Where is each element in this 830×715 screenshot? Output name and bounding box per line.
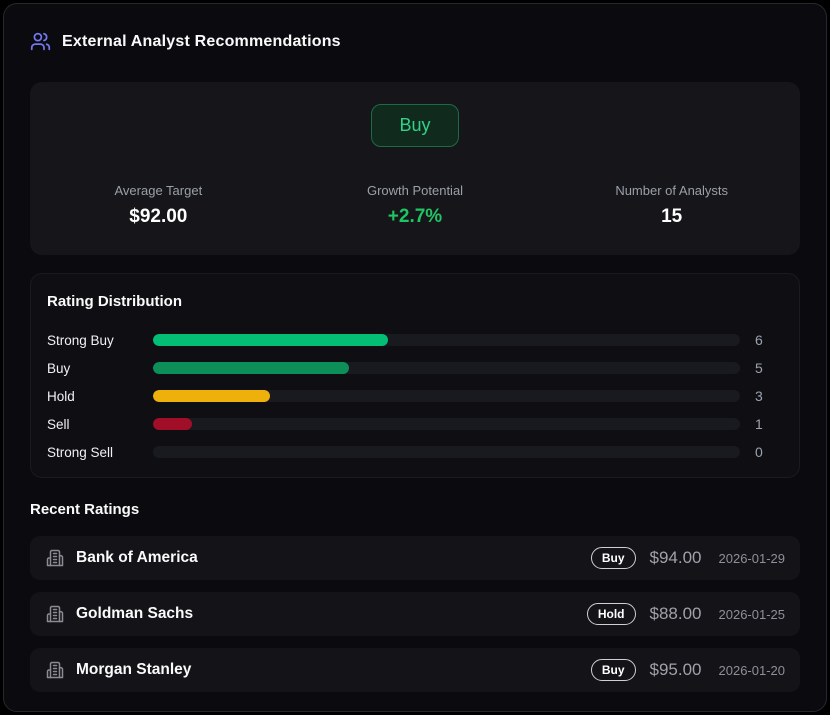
building-icon: [46, 605, 64, 623]
rating-date: 2026-01-29: [718, 550, 786, 566]
panel-title: External Analyst Recommendations: [62, 32, 341, 50]
bar-count: 0: [755, 444, 763, 460]
bar-count: 5: [755, 360, 763, 376]
bar-fill: [153, 390, 271, 402]
users-icon: [30, 31, 51, 52]
bar-count: 1: [755, 416, 763, 432]
stat-growth-potential: Growth Potential +2.7%: [287, 183, 544, 228]
bar-label: Strong Buy: [47, 332, 114, 348]
distribution-row-hold: Hold 3: [47, 382, 783, 410]
bar-label: Hold: [47, 388, 75, 404]
stat-value: 15: [661, 206, 683, 227]
distribution-row-strong-sell: Strong Sell 0: [47, 438, 783, 466]
rating-row-bank-of-america: Bank of America Buy $94.00 2026-01-29: [30, 536, 800, 580]
rating-badge: Hold: [586, 603, 636, 625]
recent-ratings-title: Recent Ratings: [30, 501, 140, 518]
firm-name: Goldman Sachs: [76, 605, 194, 622]
bar-count: 3: [755, 388, 763, 404]
bar-track: [153, 390, 740, 402]
consensus-buy-button[interactable]: Buy: [371, 104, 459, 147]
rating-distribution-title: Rating Distribution: [47, 293, 182, 310]
rating-badge: Buy: [590, 659, 636, 681]
bar-fill: [153, 362, 349, 374]
bar-label: Strong Sell: [47, 444, 114, 460]
building-icon: [46, 661, 64, 679]
distribution-row-strong-buy: Strong Buy 6: [47, 326, 783, 354]
panel-header: External Analyst Recommendations: [30, 31, 800, 52]
rating-date: 2026-01-25: [718, 606, 786, 622]
rating-distribution-card: Rating Distribution Strong Buy 6 Buy 5 H…: [30, 273, 800, 478]
stat-average-target: Average Target $92.00: [30, 183, 287, 228]
stat-label: Average Target: [114, 183, 203, 198]
bar-fill: [153, 334, 388, 346]
rating-row-morgan-stanley: Morgan Stanley Buy $95.00 2026-01-20: [30, 648, 800, 692]
stat-number-of-analysts: Number of Analysts 15: [543, 183, 800, 228]
target-price: $88.00: [649, 604, 702, 623]
bar-track: [153, 446, 740, 458]
distribution-row-buy: Buy 5: [47, 354, 783, 382]
building-icon: [46, 549, 64, 567]
analyst-recommendations-panel: External Analyst Recommendations Buy Ave…: [3, 3, 827, 712]
bar-track: [153, 418, 740, 430]
summary-stats-row: Average Target $92.00 Growth Potential +…: [30, 183, 800, 228]
rating-row-goldman-sachs: Goldman Sachs Hold $88.00 2026-01-25: [30, 592, 800, 636]
stat-value: +2.7%: [387, 206, 443, 227]
stat-label: Growth Potential: [366, 183, 464, 198]
bar-fill: [153, 418, 193, 430]
bar-count: 6: [755, 332, 763, 348]
bar-label: Buy: [47, 360, 71, 376]
rating-date: 2026-01-20: [718, 662, 786, 678]
bar-label: Sell: [47, 416, 70, 432]
target-price: $94.00: [649, 548, 702, 567]
bar-track: [153, 334, 740, 346]
distribution-row-sell: Sell 1: [47, 410, 783, 438]
bar-track: [153, 362, 740, 374]
consensus-summary-card: Buy Average Target $92.00 Growth Potenti…: [30, 82, 800, 255]
stat-value: $92.00: [129, 206, 188, 227]
firm-name: Morgan Stanley: [76, 661, 192, 678]
stat-label: Number of Analysts: [615, 183, 729, 198]
rating-badge: Buy: [590, 547, 636, 569]
firm-name: Bank of America: [76, 549, 198, 566]
target-price: $95.00: [649, 660, 702, 679]
